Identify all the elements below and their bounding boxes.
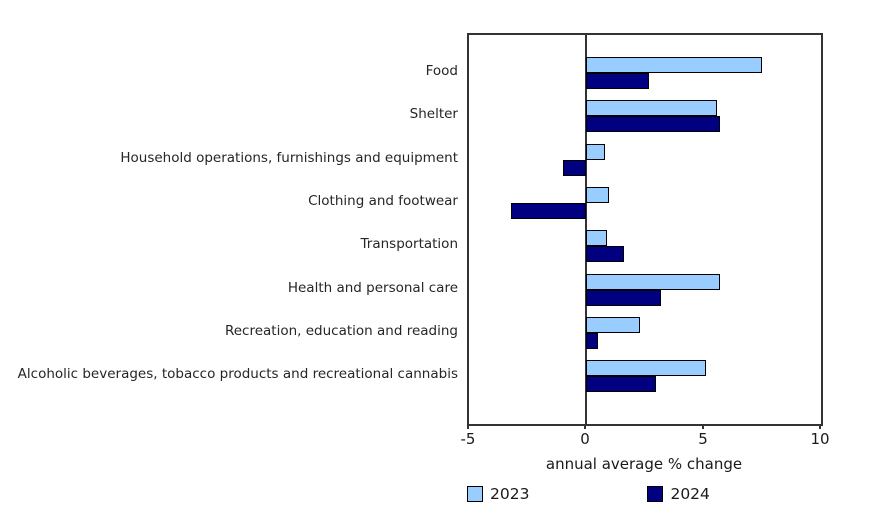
- bar-2023-2: [586, 144, 605, 160]
- bar-2023-6: [586, 317, 640, 333]
- legend-item-2024: 2024: [647, 485, 710, 503]
- legend-swatch-2024: [647, 486, 664, 502]
- bar-2023-7: [586, 360, 706, 376]
- category-label-0: Food: [425, 63, 458, 79]
- category-label-5: Health and personal care: [287, 280, 458, 296]
- legend-item-2023: 2023: [467, 485, 529, 503]
- bar-2023-4: [586, 230, 607, 246]
- category-label-4: Transportation: [360, 236, 458, 252]
- x-tick-label-10: 10: [810, 430, 830, 448]
- x-tick-label-0: 0: [580, 430, 590, 448]
- bar-2024-3: [511, 203, 586, 219]
- bar-2024-1: [586, 116, 720, 132]
- category-label-3: Clothing and footwear: [308, 193, 458, 209]
- legend-label-2024: 2024: [670, 485, 710, 503]
- x-tick-label-5: 5: [698, 430, 708, 448]
- x-tick--5: [467, 424, 469, 429]
- x-tick-label--5: -5: [460, 430, 476, 448]
- legend-label-2023: 2023: [490, 485, 530, 503]
- bar-2023-1: [586, 100, 717, 116]
- bar-2024-2: [563, 160, 586, 176]
- bar-2024-4: [586, 246, 624, 262]
- bar-2024-7: [586, 376, 656, 392]
- legend-swatch-2023: [467, 486, 483, 502]
- x-tick-5: [702, 424, 704, 429]
- bar-2023-5: [586, 274, 720, 290]
- x-axis-title: annual average % change: [545, 455, 743, 473]
- x-tick-10: [819, 424, 821, 429]
- x-tick-0: [584, 424, 586, 429]
- bar-2024-0: [586, 73, 649, 89]
- legend: 2023 2024: [467, 485, 710, 503]
- bar-2024-6: [586, 333, 598, 349]
- bar-2024-5: [586, 290, 661, 306]
- category-label-1: Shelter: [409, 106, 458, 122]
- plot-area: [467, 33, 823, 426]
- category-label-6: Recreation, education and reading: [224, 323, 458, 339]
- category-label-2: Household operations, furnishings and eq…: [120, 150, 458, 166]
- zero-baseline: [585, 35, 588, 424]
- bar-2023-3: [586, 187, 609, 203]
- category-label-7: Alcoholic beverages, tobacco products an…: [17, 366, 458, 382]
- bar-2023-0: [586, 57, 762, 73]
